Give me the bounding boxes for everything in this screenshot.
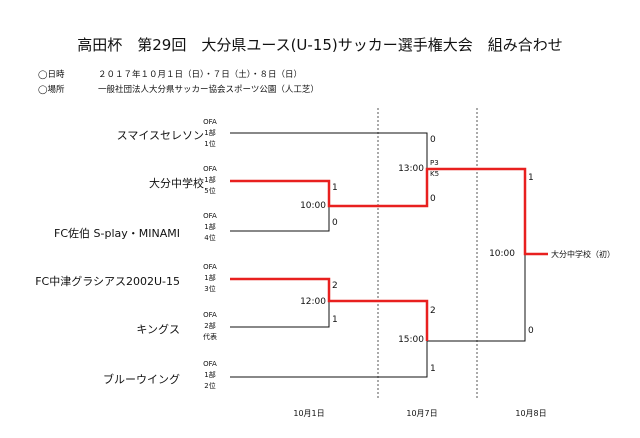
team-name: FC中津グラシアス2002U-15	[35, 275, 180, 288]
page-title: 高田杯 第29回 大分県ユース(U-15)サッカー選手権大会 組み合わせ	[77, 36, 563, 54]
team-name: 大分中学校	[149, 177, 204, 190]
match-time-semi-bottom: 15:00	[398, 335, 424, 345]
date-label: ◯日時	[38, 70, 65, 80]
date-value: ２０１７年１０月１日（日）・７日（土）・８日（日）	[98, 70, 303, 80]
team-meta: OFA 1部 5位	[203, 165, 217, 195]
date-round-1: 10月1日	[293, 409, 325, 418]
pk-semi-top-a: P3	[430, 159, 439, 167]
team-meta: OFA 1部 2位	[203, 360, 217, 390]
match-time-r1-top: 10:00	[300, 201, 326, 211]
line-final-bottom	[427, 254, 526, 342]
score-semi-top-b: 0	[430, 194, 436, 204]
match-time-r1-bottom: 12:00	[300, 297, 326, 307]
team-name: ブルーウイング	[103, 373, 180, 386]
champion-label: 大分中学校（初）	[551, 250, 615, 259]
venue-value: 一般社団法人大分県サッカー協会スポーツ公園（人工芝）	[98, 85, 319, 95]
score-final-b: 0	[528, 326, 534, 336]
match-time-final: 10:00	[489, 249, 515, 259]
score-r1-bottom-b: 1	[332, 315, 338, 325]
score-r1-top-b: 0	[332, 218, 338, 228]
score-r1-bottom-a: 2	[332, 281, 338, 291]
line-team-3	[230, 206, 330, 232]
team-name: キングス	[136, 323, 180, 336]
line-team-6	[230, 341, 428, 378]
team-meta: OFA 1部 1位	[203, 118, 217, 148]
pk-semi-top-b: K5	[430, 170, 440, 178]
score-semi-bottom-b: 1	[430, 364, 436, 374]
score-r1-top-a: 1	[332, 183, 338, 193]
line-team-5	[230, 301, 330, 328]
venue-label: ◯場所	[38, 85, 65, 95]
team-name: FC佐伯 S-play・MINAMI	[54, 227, 180, 240]
date-round-3: 10月8日	[515, 409, 547, 418]
score-semi-bottom-a: 2	[430, 306, 436, 316]
match-time-semi-top: 13:00	[398, 164, 424, 174]
winner-path-team-4	[230, 277, 429, 341]
team-name: スマイスセレソン	[116, 129, 204, 142]
score-final-a: 1	[528, 173, 534, 183]
line-team-1	[230, 132, 428, 169]
team-meta: OFA 2部 代表	[203, 311, 217, 341]
team-meta: OFA 1部 3位	[203, 263, 217, 293]
team-meta: OFA 1部 4位	[203, 212, 217, 242]
score-semi-top-a: 0	[430, 135, 436, 145]
date-round-2: 10月7日	[406, 409, 438, 418]
winner-path-team-2	[230, 167, 548, 256]
